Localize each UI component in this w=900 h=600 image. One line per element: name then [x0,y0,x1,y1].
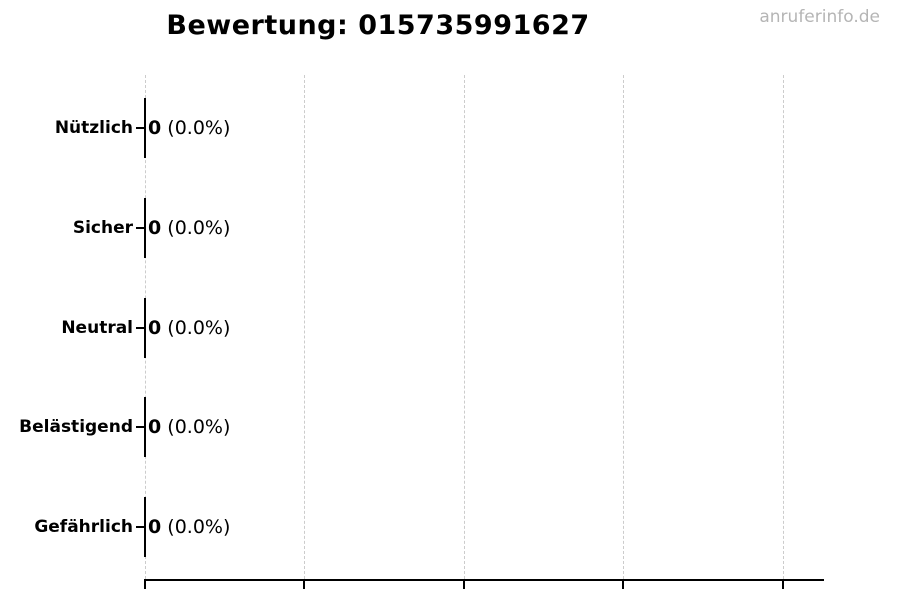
bar-value-annotation: 0 (0.0%) [148,198,230,258]
x-axis-tick [303,581,305,589]
bar-value: 0 [148,217,162,239]
x-axis-tick [463,581,465,589]
bar-value: 0 [148,416,162,438]
x-axis-tick [622,581,624,589]
bar-row: Nützlich 0 (0.0%) [0,98,900,158]
category-label: Belästigend [19,417,133,437]
gridline [464,75,465,579]
bar-percent: (0.0%) [167,317,231,339]
watermark-text: anruferinfo.de [759,7,880,27]
category-label: Nützlich [54,118,133,138]
y-axis-tick [136,526,144,528]
bar-value: 0 [148,117,162,139]
zero-value-bar [144,298,146,358]
zero-value-bar [144,497,146,557]
gridline [623,75,624,579]
gridline [783,75,784,579]
bar-value-annotation: 0 (0.0%) [148,397,230,457]
bar-percent: (0.0%) [167,117,231,139]
y-axis-tick [136,426,144,428]
bar-row: Neutral 0 (0.0%) [0,298,900,358]
zero-value-bar [144,397,146,457]
bar-value-annotation: 0 (0.0%) [148,497,230,557]
bar-percent: (0.0%) [167,416,231,438]
bar-percent: (0.0%) [167,217,231,239]
bar-row: Belästigend 0 (0.0%) [0,397,900,457]
gridline [304,75,305,579]
bar-value-annotation: 0 (0.0%) [148,98,230,158]
bar-percent: (0.0%) [167,516,231,538]
chart-title: Bewertung: 015735991627 [166,10,590,41]
x-axis-line [144,579,824,581]
category-label: Sicher [72,218,133,238]
bar-row: Sicher 0 (0.0%) [0,198,900,258]
category-label: Neutral [61,318,133,338]
x-axis-tick [782,581,784,589]
y-axis-tick [136,227,144,229]
x-axis-tick [144,581,146,589]
bar-value: 0 [148,516,162,538]
bar-row: Gefährlich 0 (0.0%) [0,497,900,557]
zero-value-bar [144,98,146,158]
category-label: Gefährlich [34,517,133,537]
y-axis-tick [136,327,144,329]
y-axis-tick [136,127,144,129]
zero-value-bar [144,198,146,258]
bar-value-annotation: 0 (0.0%) [148,298,230,358]
bar-value: 0 [148,317,162,339]
